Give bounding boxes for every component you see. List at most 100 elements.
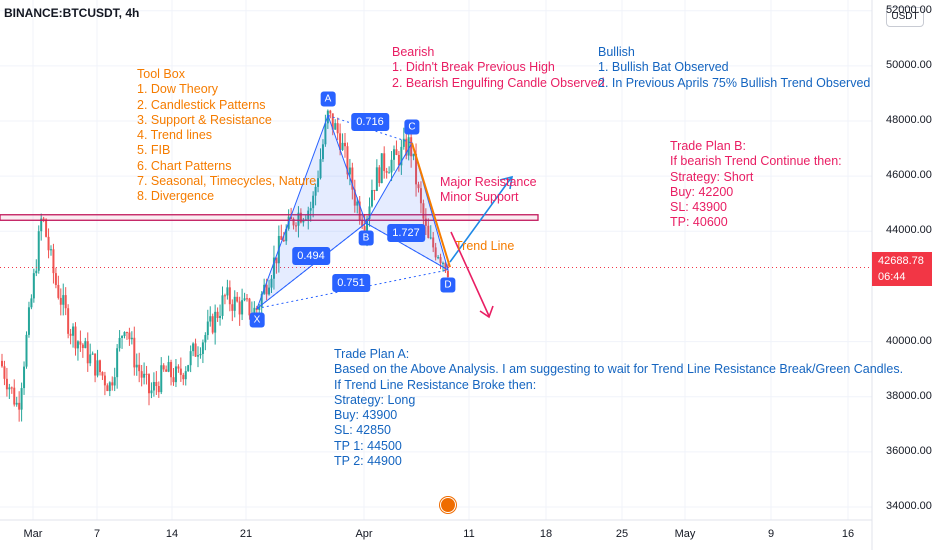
candle-body xyxy=(260,293,263,308)
x-tick-label: 25 xyxy=(615,528,629,540)
candle-body xyxy=(412,153,415,157)
last-price-value: 42688.78 xyxy=(878,255,924,267)
candle-body xyxy=(419,188,422,204)
candle-body xyxy=(380,153,383,184)
candle-body xyxy=(233,296,236,311)
candle-body xyxy=(295,225,297,227)
y-tick-label: 46000.00 xyxy=(886,169,932,182)
toolbox-line: Tool Box xyxy=(137,67,185,81)
candle-body xyxy=(130,337,133,340)
currency-badge[interactable]: USDT xyxy=(886,7,924,27)
candle-body xyxy=(10,387,13,389)
candle-body xyxy=(439,257,442,264)
candle-body xyxy=(197,355,199,357)
candle-body xyxy=(103,375,106,386)
x-tick-label: 11 xyxy=(463,528,475,540)
candle-body xyxy=(81,344,84,349)
candle-body xyxy=(336,123,339,134)
candle-body xyxy=(174,366,177,383)
x-tick-label: Apr xyxy=(355,528,373,540)
levels-line: Major Resistance xyxy=(440,175,537,189)
levels-line: Minor Support xyxy=(440,190,519,205)
candle-body xyxy=(140,371,143,378)
candle-body xyxy=(358,201,361,221)
trend-line xyxy=(411,142,451,268)
candle-body xyxy=(148,374,150,394)
pattern-triangle-bcd xyxy=(365,141,449,271)
candle-body xyxy=(89,354,92,364)
toolbox-line: 3. Support & Resistance xyxy=(137,112,272,127)
candle-body xyxy=(187,365,190,372)
candle-body xyxy=(341,142,344,150)
candle-body xyxy=(238,301,241,315)
plan_a-line: Strategy: Long xyxy=(334,392,416,407)
candle-body xyxy=(47,236,50,251)
candle-body xyxy=(258,307,261,310)
candle-body xyxy=(52,249,55,274)
candle-body xyxy=(194,343,197,357)
y-tick-label: 48000.00 xyxy=(886,114,932,127)
candle-body xyxy=(299,212,302,223)
candle-body xyxy=(344,142,346,147)
candle-body xyxy=(309,208,312,211)
candle-body xyxy=(20,388,23,410)
candle-body xyxy=(410,137,413,157)
candle-body xyxy=(23,366,26,389)
bearish-line: Bearish xyxy=(392,45,435,59)
pattern-point-label: C xyxy=(404,119,420,135)
plan_a-line: Based on the Above Analysis. I am sugges… xyxy=(334,362,904,377)
candle-body xyxy=(297,212,300,226)
candle-body xyxy=(402,138,405,147)
candle-body xyxy=(282,239,285,242)
candle-body xyxy=(221,295,224,316)
candle-body xyxy=(57,284,60,298)
plan_a-line: Trade Plan A: xyxy=(334,347,410,361)
candle-body xyxy=(86,341,89,364)
x-tick-label: 18 xyxy=(539,528,553,540)
candle-body xyxy=(42,218,45,220)
toolbox-line: 1. Dow Theory xyxy=(137,82,219,97)
candle-body xyxy=(275,257,278,264)
candle-body xyxy=(160,365,163,393)
toolbox-line: 8. Divergence xyxy=(137,189,215,204)
candle-body xyxy=(390,159,393,173)
candle-body xyxy=(172,377,175,383)
last-price-tag: 42688.78 06:44 xyxy=(872,252,932,286)
pattern-ratio-line xyxy=(256,222,367,309)
candle-body xyxy=(108,382,111,392)
candle-body xyxy=(334,123,337,130)
candle-body xyxy=(155,382,158,387)
candle-body xyxy=(268,287,271,295)
y-tick-label: 44000.00 xyxy=(886,224,932,237)
candle-body xyxy=(353,189,356,206)
candle-body xyxy=(241,300,244,315)
candle-body xyxy=(157,386,160,393)
candle-body xyxy=(99,360,101,373)
candle-body xyxy=(111,382,114,386)
x-tick-label: 21 xyxy=(239,528,253,540)
candle-body xyxy=(226,287,229,296)
bearish-arrow-head xyxy=(479,305,494,319)
plan_a-line: TP 1: 44500 xyxy=(334,438,402,453)
candle-body xyxy=(94,353,97,376)
candle-body xyxy=(184,371,187,380)
candle-body xyxy=(13,387,16,405)
trend-line-label: Trend Line xyxy=(455,239,515,253)
x-tick-label: 16 xyxy=(841,528,855,540)
candle-body xyxy=(285,228,288,242)
candle-body xyxy=(59,297,62,305)
candle-body xyxy=(400,146,403,166)
candle-body xyxy=(339,133,342,150)
candle-body xyxy=(72,326,75,336)
event-flag-icon[interactable] xyxy=(440,497,456,513)
candle-body xyxy=(270,278,273,288)
candle-body xyxy=(76,341,79,349)
pattern-point-label: A xyxy=(320,91,336,106)
candle-body xyxy=(395,149,398,155)
candle-body xyxy=(30,298,33,308)
candle-body xyxy=(201,342,204,354)
symbol-title[interactable]: BINANCE:BTCUSDT, 4h xyxy=(4,6,140,20)
countdown-timer: 06:44 xyxy=(878,271,906,283)
candle-body xyxy=(427,225,430,238)
